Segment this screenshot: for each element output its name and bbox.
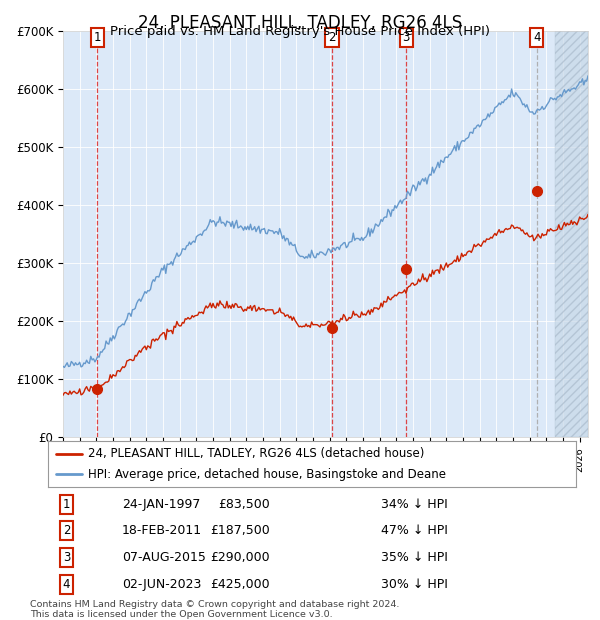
- Text: 02-JUN-2023: 02-JUN-2023: [122, 578, 201, 591]
- Text: 24-JAN-1997: 24-JAN-1997: [122, 498, 200, 511]
- Text: 47% ↓ HPI: 47% ↓ HPI: [380, 525, 448, 538]
- Text: 1: 1: [63, 498, 70, 511]
- Text: 24, PLEASANT HILL, TADLEY, RG26 4LS: 24, PLEASANT HILL, TADLEY, RG26 4LS: [138, 14, 462, 32]
- Text: £187,500: £187,500: [210, 525, 270, 538]
- Text: £425,000: £425,000: [210, 578, 270, 591]
- Text: 35% ↓ HPI: 35% ↓ HPI: [380, 551, 448, 564]
- Text: 30% ↓ HPI: 30% ↓ HPI: [380, 578, 448, 591]
- Text: £290,000: £290,000: [210, 551, 270, 564]
- Text: 07-AUG-2015: 07-AUG-2015: [122, 551, 206, 564]
- Text: 4: 4: [63, 578, 70, 591]
- Text: 3: 3: [403, 31, 410, 44]
- Text: Price paid vs. HM Land Registry's House Price Index (HPI): Price paid vs. HM Land Registry's House …: [110, 25, 490, 38]
- Text: 34% ↓ HPI: 34% ↓ HPI: [380, 498, 448, 511]
- Text: 24, PLEASANT HILL, TADLEY, RG26 4LS (detached house): 24, PLEASANT HILL, TADLEY, RG26 4LS (det…: [88, 447, 424, 460]
- Text: 1: 1: [94, 31, 101, 44]
- Text: 2: 2: [328, 31, 335, 44]
- Text: 3: 3: [63, 551, 70, 564]
- Text: £83,500: £83,500: [218, 498, 270, 511]
- Text: HPI: Average price, detached house, Basingstoke and Deane: HPI: Average price, detached house, Basi…: [88, 468, 446, 481]
- Text: 2: 2: [63, 525, 70, 538]
- Text: 4: 4: [533, 31, 541, 44]
- Bar: [554, 31, 588, 437]
- Text: Contains HM Land Registry data © Crown copyright and database right 2024.
This d: Contains HM Land Registry data © Crown c…: [30, 600, 400, 619]
- Text: 18-FEB-2011: 18-FEB-2011: [122, 525, 202, 538]
